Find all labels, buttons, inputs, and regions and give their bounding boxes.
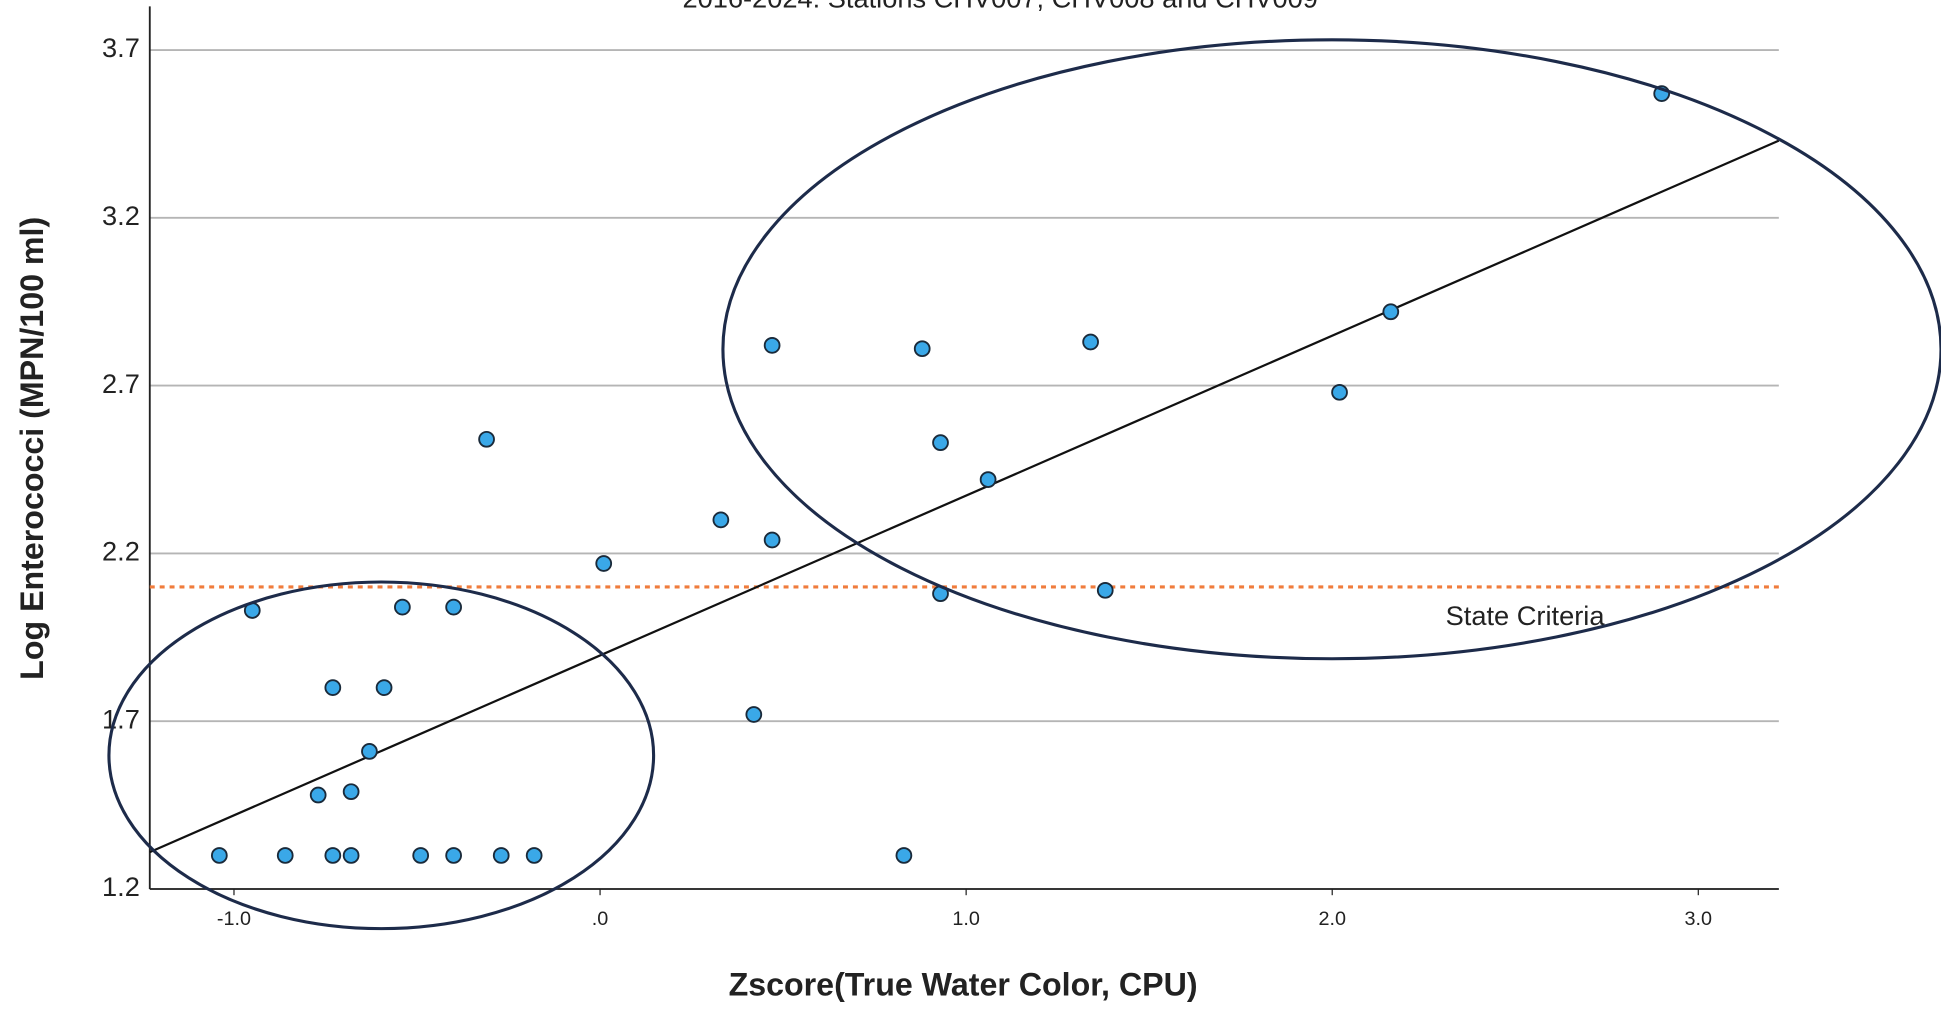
point (1331, 383, 1348, 401)
point (595, 555, 613, 572)
x-tick-label: 1.0 (952, 908, 980, 930)
point (375, 679, 393, 697)
x-tick-label: -1.0 (217, 908, 251, 930)
point (478, 430, 495, 448)
point (1382, 303, 1400, 321)
point (394, 598, 411, 616)
point (745, 706, 763, 723)
plot-area: 1.2 1.7 2.2 2.7 3.2 3.7 -1.0 .0 1.0 2.0 3.0 State C… (102, 6, 1780, 930)
x-tick-label: .0 (592, 908, 609, 930)
point (210, 847, 228, 864)
x-tick-label: 3.0 (1685, 908, 1713, 930)
annotation-ellipse (107, 580, 656, 931)
y-tick-label: 2.2 (102, 536, 140, 567)
x-tick-label: 2.0 (1318, 908, 1346, 930)
x-axis-title: Zscore(True Water Color, CPU) (729, 966, 1198, 1002)
point (361, 743, 378, 760)
point (412, 847, 430, 864)
y-tick-label: 3.7 (102, 32, 140, 63)
reference-label: State Criteria (1446, 600, 1606, 631)
y-tick-label: 2.7 (102, 368, 140, 399)
point (1096, 581, 1114, 599)
point (445, 847, 462, 864)
point (712, 511, 730, 529)
y-tick-label: 1.7 (102, 703, 140, 734)
point (932, 434, 949, 452)
point (895, 847, 913, 864)
chart-title: 2016-2024: Stations CHV007, CHV008 and C… (682, 0, 1318, 13)
point (342, 783, 360, 801)
fit-line (149, 139, 1780, 854)
annotation-ellipse (721, 38, 1941, 661)
point (913, 340, 931, 358)
point (1082, 333, 1099, 351)
point (979, 471, 997, 488)
point (324, 847, 342, 864)
point (309, 786, 327, 804)
point (763, 531, 781, 549)
y-tick-label: 1.2 (102, 871, 140, 902)
point (492, 847, 510, 864)
point (445, 598, 462, 616)
point (763, 336, 781, 354)
y-tick-label: 3.2 (102, 200, 140, 231)
point (342, 847, 360, 864)
point (324, 679, 342, 697)
y-axis-title: Log Enterococci (MPN/100 ml) (14, 217, 50, 680)
point (525, 847, 543, 864)
point (276, 847, 294, 864)
